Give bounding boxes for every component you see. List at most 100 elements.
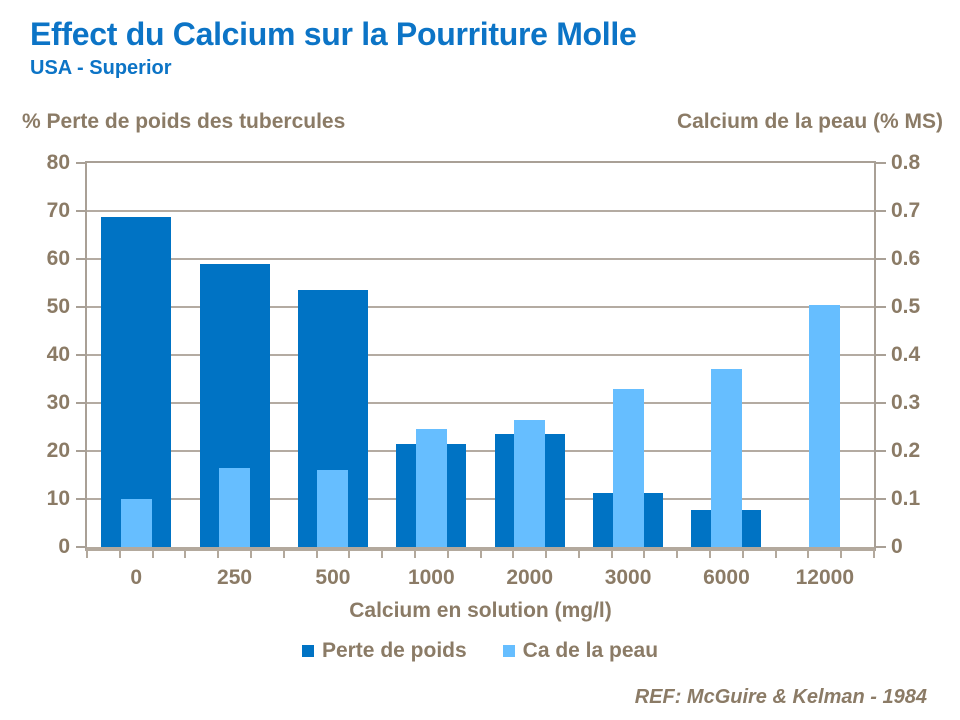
y-axis-tick-left	[76, 258, 86, 260]
bar-ca-de-la-peau-3000	[612, 388, 644, 547]
y-axis-tick-right	[876, 306, 886, 308]
gridline	[87, 258, 874, 260]
x-axis-tick	[184, 551, 187, 558]
y-axis-tick-right	[876, 258, 886, 260]
y-axis-tick-label-left: 20	[46, 439, 70, 462]
y-axis-tick-label-left: 60	[46, 247, 70, 270]
x-axis-tick	[86, 551, 88, 558]
x-axis-tick	[282, 551, 285, 558]
y-axis-tick-label-right: 0.4	[891, 343, 921, 366]
x-axis-tick	[249, 551, 252, 558]
y-axis-tick-left	[76, 546, 86, 548]
gridline	[87, 402, 874, 404]
y-axis-tick-label-left: 80	[46, 151, 70, 174]
x-axis-tick	[381, 551, 384, 558]
x-axis-tick	[643, 551, 646, 558]
y-axis-tick-label-left: 0	[58, 535, 70, 558]
gridline	[87, 354, 874, 356]
legend-label-ca-de-la-peau: Ca de la peau	[522, 639, 659, 662]
x-axis-tick	[741, 551, 744, 558]
x-axis-tick	[873, 551, 875, 558]
y-axis-tick-left	[76, 498, 86, 500]
x-axis-title: Calcium en solution (mg/l)	[349, 599, 612, 622]
bar-ca-de-la-peau-1000	[415, 429, 447, 547]
x-axis-tick	[545, 551, 548, 558]
legend-swatch-ca-de-la-peau	[502, 645, 515, 657]
x-axis-tick	[151, 551, 154, 558]
x-axis-tick	[774, 551, 777, 558]
y-axis-tick-left	[76, 354, 86, 356]
x-axis-tick	[446, 551, 449, 558]
bar-ca-de-la-peau-500	[317, 470, 349, 547]
y-axis-tick-left	[76, 210, 86, 212]
y-axis-tick-label-right: 0.2	[891, 439, 921, 462]
x-axis-category-label: 0	[130, 566, 143, 589]
x-axis-tick	[512, 551, 515, 558]
y-axis-tick-label-left: 50	[46, 295, 70, 318]
bar-ca-de-la-peau-0	[120, 499, 152, 547]
x-axis-tick	[413, 551, 416, 558]
y-axis-tick-left	[76, 162, 86, 164]
chart-title: Effect du Calcium sur la Pourriture Moll…	[30, 16, 637, 52]
reference-text: REF: McGuire & Kelman - 1984	[634, 686, 927, 708]
y-axis-tick-label-right: 0.1	[891, 487, 921, 510]
x-axis-tick	[348, 551, 351, 558]
bar-perte-de-poids-0	[101, 216, 172, 547]
legend-label-perte-de-poids: Perte de poids	[321, 639, 467, 662]
x-axis-category-label: 3000	[604, 566, 652, 589]
y-axis-tick-left	[76, 450, 86, 452]
gridline	[87, 498, 874, 500]
right-axis-title: Calcium de la peau (% MS)	[676, 110, 943, 133]
y-axis-tick-label-right: 0.8	[891, 151, 921, 174]
legend-swatch-perte-de-poids	[301, 645, 314, 657]
gridline	[87, 306, 874, 308]
y-axis-tick-left	[76, 402, 86, 404]
x-axis-tick	[610, 551, 613, 558]
plot-area	[85, 161, 876, 551]
y-axis-tick-label-left: 10	[46, 487, 70, 510]
x-axis-category-label: 12000	[795, 566, 855, 589]
x-axis-tick	[807, 551, 810, 558]
x-axis-category-label: 500	[315, 566, 351, 589]
x-axis-category-label: 2000	[506, 566, 554, 589]
y-axis-tick-label-right: 0.7	[891, 199, 921, 222]
y-axis-tick-right	[876, 498, 886, 500]
y-axis-tick-left	[76, 306, 86, 308]
x-axis-category-label: 6000	[703, 566, 750, 589]
x-axis-tick	[676, 551, 679, 558]
bar-ca-de-la-peau-6000	[710, 369, 742, 547]
y-axis-tick-right	[876, 162, 886, 164]
x-axis-category-label: 1000	[407, 566, 455, 589]
x-axis-tick	[315, 551, 318, 558]
y-axis-tick-label-left: 30	[46, 391, 70, 414]
x-axis-tick	[217, 551, 220, 558]
y-axis-tick-right	[876, 546, 886, 548]
y-axis-tick-right	[876, 402, 886, 404]
y-axis-tick-right	[876, 210, 886, 212]
y-axis-tick-label-right: 0	[891, 535, 903, 558]
legend-item-perte-de-poids: Perte de poids	[301, 639, 467, 663]
x-axis-tick	[709, 551, 712, 558]
y-axis-tick-right	[876, 354, 886, 356]
y-axis-tick-right	[876, 450, 886, 452]
x-axis-tick	[577, 551, 580, 558]
y-axis-tick-label-right: 0.3	[891, 391, 921, 414]
bar-ca-de-la-peau-250	[219, 467, 251, 547]
x-axis-tick	[479, 551, 482, 558]
x-axis-tick	[118, 551, 121, 558]
y-axis-tick-label-left: 40	[46, 343, 70, 366]
y-axis-tick-label-right: 0.6	[891, 247, 921, 270]
x-axis-tick	[840, 551, 843, 558]
left-axis-title: % Perte de poids des tubercules	[22, 110, 346, 133]
x-axis-category-label: 250	[217, 566, 253, 589]
legend: Perte de poids Ca de la peau	[0, 639, 960, 663]
bar-ca-de-la-peau-2000	[514, 419, 546, 547]
chart-subtitle: USA - Superior	[30, 57, 172, 79]
gridline	[87, 450, 874, 452]
y-axis-tick-label-left: 70	[46, 199, 70, 222]
bar-ca-de-la-peau-12000	[809, 304, 841, 547]
y-axis-tick-label-right: 0.5	[891, 295, 921, 318]
legend-item-ca-de-la-peau: Ca de la peau	[502, 639, 659, 663]
gridline	[87, 210, 874, 212]
